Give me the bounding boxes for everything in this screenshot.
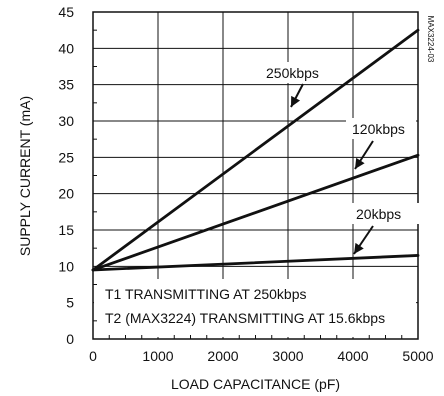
y-tick-label: 5 [66,295,74,311]
notes-group: T1 TRANSMITTING AT 250kbps T2 (MAX3224) T… [94,279,416,337]
callouts-group: 250kbps 120kbps 20kbps [260,62,420,255]
x-tick-label: 5000 [402,348,433,364]
series-group [91,28,420,272]
y-tick-label: 0 [66,331,74,347]
y-tick-label: 20 [58,186,74,202]
ticks-group: 0 1000 2000 3000 4000 5000 0 5 10 15 20 25 30 35 40 45 [58,4,433,364]
annotation-background [94,279,416,337]
y-tick-label: 25 [58,149,74,165]
callout-20kbps-arrowhead [354,242,364,254]
callout-20kbps-background [350,203,420,224]
callout-120kbps-arrowhead [355,157,365,169]
x-tick-label: 1000 [142,348,173,364]
x-tick-label: 2000 [207,348,238,364]
y-tick-label: 40 [58,40,74,56]
callout-250kbps-background [260,62,330,83]
x-tick-label: 3000 [272,348,303,364]
y-tick-label: 30 [58,113,74,129]
y-tick-label: 45 [58,4,74,20]
figure-code-label: MAX3224-03 [426,16,435,63]
y-tick-label: 15 [58,222,74,238]
callout-120kbps-label: 120kbps [352,121,405,137]
callout-20kbps-label: 20kbps [356,206,401,222]
y-axis-label: SUPPLY CURRENT (mA) [17,96,33,256]
x-tick-label: 0 [89,348,97,364]
series-line-3 [91,254,420,272]
y-tick-label: 10 [58,258,74,274]
callout-120kbps-background [346,118,416,139]
x-tick-label: 4000 [337,348,368,364]
series-line-2 [91,153,420,272]
callout-250kbps-label: 250kbps [266,65,319,81]
callout-250kbps-arrowhead [291,95,301,107]
series-line-1 [91,28,420,272]
x-axis-label: LOAD CAPACITANCE (pF) [171,376,340,392]
annotation-line-2: T2 (MAX3224) TRANSMITTING AT 15.6kbps [105,310,385,326]
annotation-line-1: T1 TRANSMITTING AT 250kbps [105,286,307,302]
y-tick-label: 35 [58,77,74,93]
